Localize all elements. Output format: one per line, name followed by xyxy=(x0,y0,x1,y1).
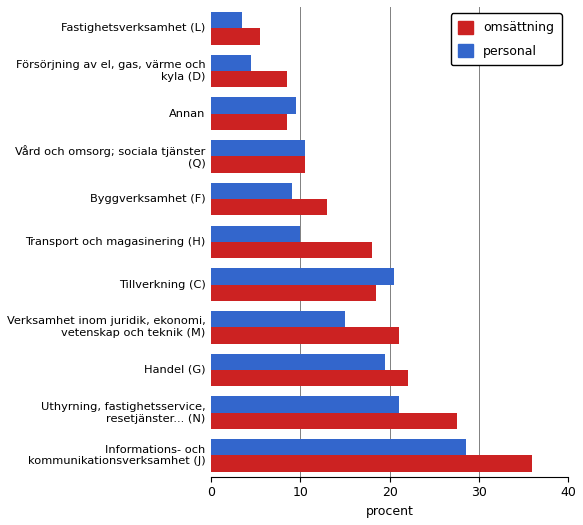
Bar xyxy=(211,327,399,343)
Bar xyxy=(211,71,287,87)
Bar xyxy=(211,268,394,285)
Bar xyxy=(211,439,465,455)
Bar xyxy=(211,114,287,130)
Bar xyxy=(211,156,305,173)
Bar xyxy=(211,242,372,258)
Bar xyxy=(211,98,296,114)
Bar xyxy=(211,28,261,45)
Bar xyxy=(211,285,376,301)
Bar xyxy=(211,413,456,429)
Bar xyxy=(211,183,292,199)
Bar xyxy=(211,12,243,28)
Bar xyxy=(211,55,251,71)
Bar xyxy=(211,455,532,471)
Bar xyxy=(211,199,327,215)
Bar xyxy=(211,311,345,327)
Bar xyxy=(211,140,305,156)
Bar xyxy=(211,226,300,242)
X-axis label: procent: procent xyxy=(366,505,413,518)
Legend: omsättning, personal: omsättning, personal xyxy=(451,13,562,66)
Bar xyxy=(211,370,408,386)
Bar xyxy=(211,396,399,413)
Bar xyxy=(211,354,385,370)
